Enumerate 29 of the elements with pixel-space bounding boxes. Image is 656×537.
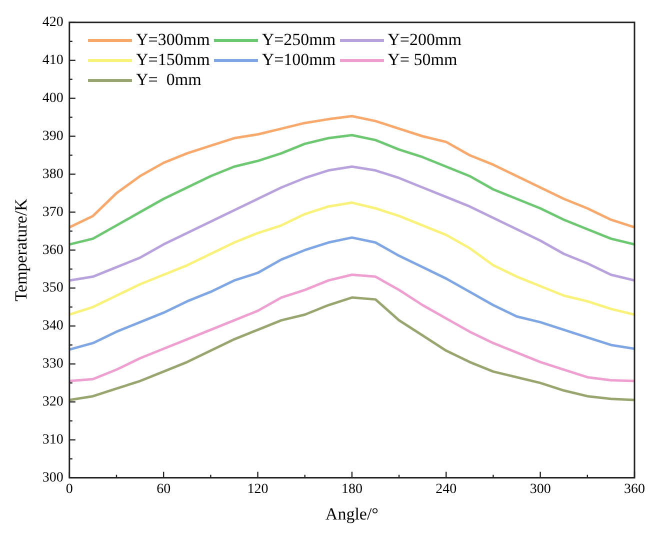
y-tick-label: 350 [42, 280, 64, 296]
x-tick-label: 60 [156, 482, 171, 497]
legend-label: Y=200mm [388, 30, 462, 50]
y-tick-label: 320 [42, 394, 64, 410]
x-axis-title: Angle/° [325, 504, 378, 524]
legend-label: Y=250mm [262, 30, 336, 50]
x-tick-label: 300 [530, 482, 551, 497]
x-tick-label: 180 [341, 482, 362, 497]
y-tick-label: 410 [42, 53, 64, 68]
legend-label: Y= 0mm [136, 70, 202, 90]
y-tick-label: 420 [42, 15, 64, 30]
legend-label: Y=100mm [262, 50, 336, 70]
y-tick-label: 380 [42, 166, 64, 182]
y-tick-label: 360 [42, 242, 64, 258]
y-tick-label: 310 [42, 432, 64, 448]
y-tick-label: 370 [42, 204, 64, 220]
x-tick-label: 120 [247, 482, 268, 497]
legend-label: Y=300mm [136, 30, 210, 50]
legend-label: Y=150mm [136, 50, 210, 70]
y-tick-label: 300 [42, 470, 64, 486]
legend-label: Y= 50mm [388, 50, 458, 70]
x-tick-label: 0 [66, 482, 73, 497]
y-tick-label: 400 [42, 90, 64, 106]
x-tick-label: 360 [624, 482, 645, 497]
x-tick-label: 240 [436, 482, 457, 497]
y-tick-label: 390 [42, 128, 64, 144]
y-tick-label: 340 [42, 318, 64, 334]
y-tick-label: 330 [42, 356, 64, 372]
y-axis-title: Temperature/K [12, 198, 31, 302]
